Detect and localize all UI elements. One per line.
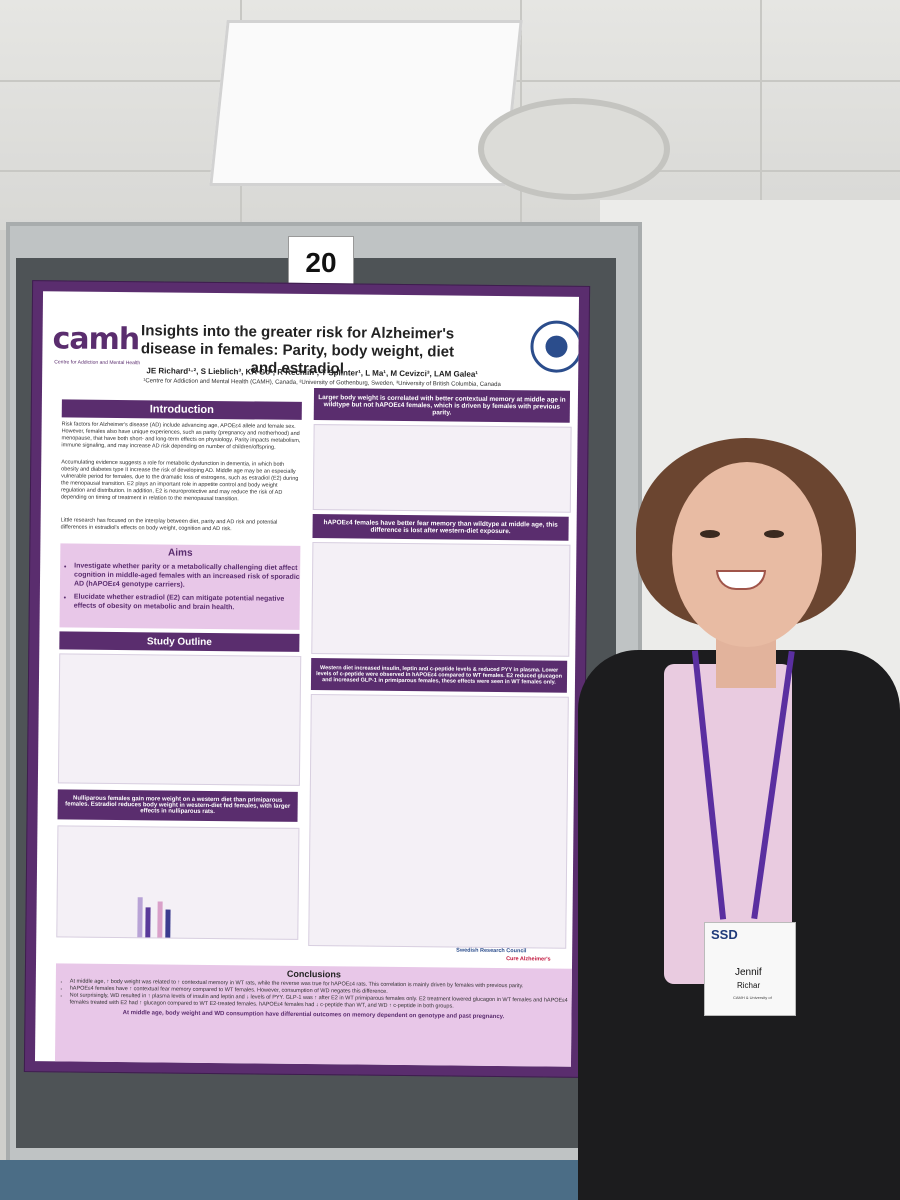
poster: camh Centre for Addiction and Mental Hea… <box>23 280 591 1078</box>
presenter-eye <box>764 530 784 538</box>
ceiling <box>0 0 900 230</box>
figure-bar <box>165 909 171 938</box>
poster-content: camh Centre for Addiction and Mental Hea… <box>34 291 580 1067</box>
study-outline-header: Study Outline <box>59 631 300 652</box>
floor <box>0 1160 620 1200</box>
figure-bar <box>145 907 151 938</box>
presenter-eye <box>700 530 720 538</box>
aim-item: Investigate whether parity or a metaboli… <box>74 562 302 591</box>
figure-bar <box>137 897 143 938</box>
name-badge: SSD Jennif Richar CAMH & University of <box>704 922 796 1016</box>
hormone-finding-header: Western diet increased insulin, leptin a… <box>310 658 568 693</box>
ceiling-grid-line <box>760 0 762 230</box>
aims-box: Aims Investigate whether parity or a met… <box>59 543 303 630</box>
fear-conditioning-figure <box>311 542 571 657</box>
presenter-face <box>672 462 822 647</box>
aims-header: Aims <box>168 547 193 559</box>
funder-cure-alzheimers: Cure Alzheimer's <box>506 956 551 963</box>
camh-logo: camh <box>52 321 140 358</box>
fear-memory-finding-header: hAPOEε4 females have better fear memory … <box>312 514 569 541</box>
intro-paragraph-2: Accumulating evidence suggests a role fo… <box>60 459 299 503</box>
introduction-header: Introduction <box>61 399 302 420</box>
body-weight-figure <box>56 825 300 940</box>
ceiling-vent <box>478 98 670 200</box>
conclusions-list: At middle age, ↑ body weight was related… <box>56 978 572 1011</box>
aims-list: Investigate whether parity or a metaboli… <box>64 561 303 612</box>
conclusion-summary: At middle age, body weight and WD consum… <box>122 1010 505 1021</box>
conclusions-box: Conclusions At middle age, ↑ body weight… <box>54 963 572 1067</box>
ceiling-light <box>209 20 523 186</box>
intro-paragraph-1: Risk factors for Alzheimer's disease (AD… <box>61 421 301 451</box>
poster-number-card: 20 <box>288 236 354 290</box>
badge-surname: Richar <box>737 981 761 990</box>
correlation-finding-header: Larger body weight is correlated with be… <box>313 388 571 423</box>
funder-swedish-research-council: Swedish Research Council <box>456 947 527 955</box>
gothenburg-seal-icon <box>530 320 580 373</box>
camh-logo-subtitle: Centre for Addiction and Mental Health <box>54 359 141 367</box>
body-weight-finding-header: Nulliparous females gain more weight on … <box>57 789 298 822</box>
correlation-scatter-figure <box>312 424 572 513</box>
badge-name: Jennif <box>735 967 762 978</box>
badge-affiliation: CAMH & University of <box>733 995 772 1000</box>
plasma-hormone-figures <box>308 694 569 949</box>
badge-logo: SSD <box>711 927 738 942</box>
aim-item: Elucidate whether estradiol (E2) can mit… <box>74 593 302 613</box>
study-outline-diagram <box>57 653 302 786</box>
intro-paragraph-3: Little research has focused on the inter… <box>60 517 278 533</box>
figure-bar <box>157 901 163 938</box>
